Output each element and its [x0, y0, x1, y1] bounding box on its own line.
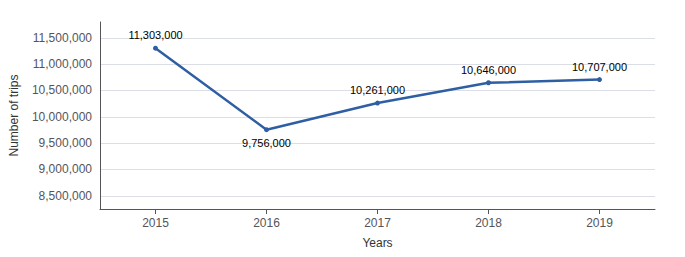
svg-text:2019: 2019: [586, 216, 613, 230]
svg-text:11,000,000: 11,000,000: [33, 57, 92, 71]
svg-text:9,756,000: 9,756,000: [242, 137, 291, 149]
svg-text:Number of trips: Number of trips: [7, 74, 21, 156]
svg-text:10,646,000: 10,646,000: [461, 64, 516, 76]
svg-text:Years: Years: [362, 236, 392, 250]
svg-text:2017: 2017: [364, 216, 391, 230]
svg-text:11,500,000: 11,500,000: [33, 31, 92, 45]
svg-text:2016: 2016: [253, 216, 280, 230]
svg-text:9,000,000: 9,000,000: [39, 162, 93, 176]
svg-text:2018: 2018: [475, 216, 502, 230]
svg-text:10,000,000: 10,000,000: [32, 110, 92, 124]
svg-text:11,303,000: 11,303,000: [128, 29, 182, 41]
svg-text:8,500,000: 8,500,000: [39, 189, 93, 203]
svg-text:2015: 2015: [142, 216, 169, 230]
svg-text:10,261,000: 10,261,000: [350, 84, 405, 96]
svg-text:9,500,000: 9,500,000: [39, 136, 93, 150]
svg-text:10,500,000: 10,500,000: [32, 83, 92, 97]
svg-text:10,707,000: 10,707,000: [572, 61, 627, 73]
